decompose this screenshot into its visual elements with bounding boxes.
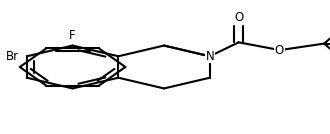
Text: F: F — [69, 29, 76, 42]
Text: Br: Br — [6, 50, 18, 63]
Text: N: N — [205, 50, 214, 63]
Text: O: O — [275, 44, 284, 57]
Text: O: O — [234, 11, 243, 24]
